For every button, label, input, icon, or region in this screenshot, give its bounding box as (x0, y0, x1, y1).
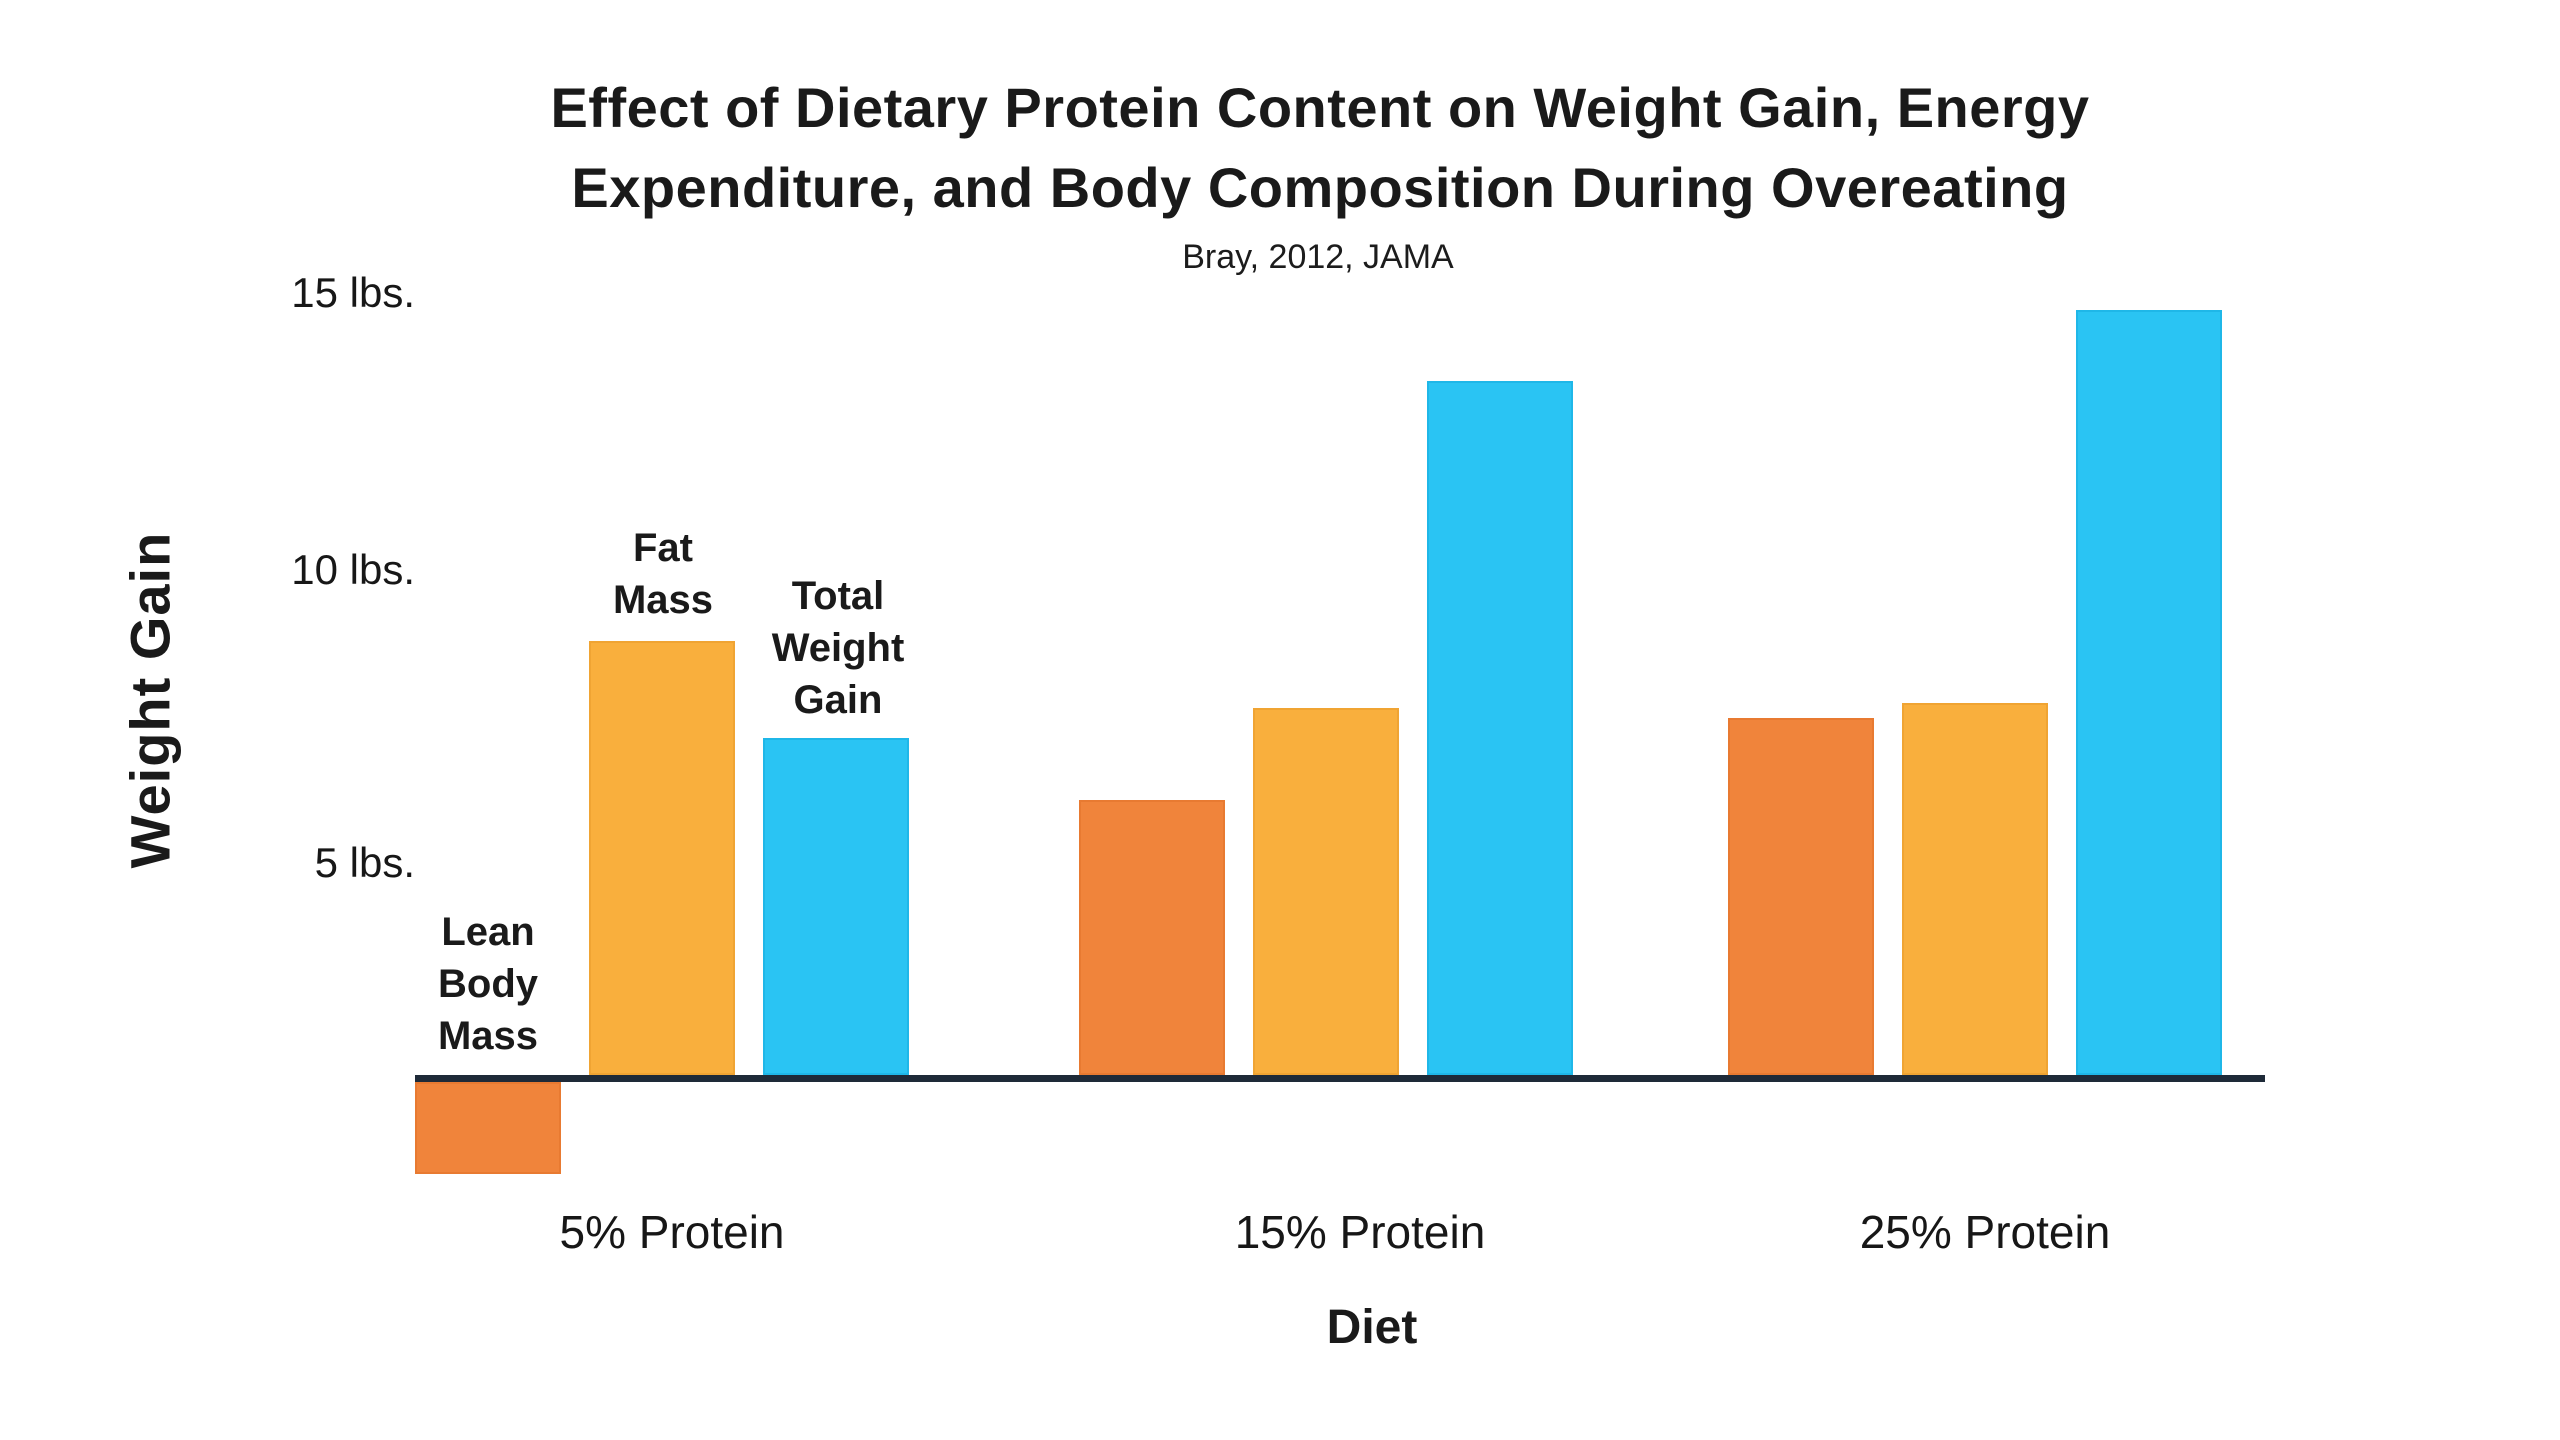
y-tick-15lbs: 15 lbs. (291, 269, 415, 316)
series-label-fat-mass: Fat Mass (612, 526, 714, 622)
x-category-15-percent-protein: 15% Protein (1234, 1206, 1486, 1258)
y-tick-5lbs: 5 lbs. (314, 839, 415, 886)
bar-total-weight-gain-25-protein (2076, 310, 2222, 1075)
series-label-total-weight-gain: Total Weight Gain (771, 574, 905, 722)
x-axis-baseline (415, 1075, 2265, 1082)
chart-subtitle: Bray, 2012, JAMA (1182, 238, 1454, 276)
bar-lean-body-mass-5-protein (415, 1082, 561, 1174)
bar-lean-body-mass-15-protein (1079, 800, 1225, 1075)
y-tick-10lbs: 10 lbs. (291, 546, 415, 593)
x-category-25-percent-protein: 25% Protein (1859, 1206, 2111, 1258)
x-category-5-percent-protein: 5% Protein (559, 1206, 785, 1258)
bar-total-weight-gain-15-protein (1427, 381, 1573, 1075)
chart-title: Effect of Dietary Protein Content on Wei… (550, 76, 2090, 219)
bar-total-weight-gain-5-protein (763, 738, 909, 1075)
bar-fat-mass-15-protein (1253, 708, 1399, 1075)
bar-lean-body-mass-25-protein (1728, 718, 1874, 1075)
series-label-lean-body-mass: Lean Body Mass (437, 910, 539, 1058)
x-axis-title: Diet (1326, 1301, 1418, 1354)
bar-fat-mass-5-protein (589, 641, 735, 1075)
bar-fat-mass-25-protein (1902, 703, 2048, 1075)
